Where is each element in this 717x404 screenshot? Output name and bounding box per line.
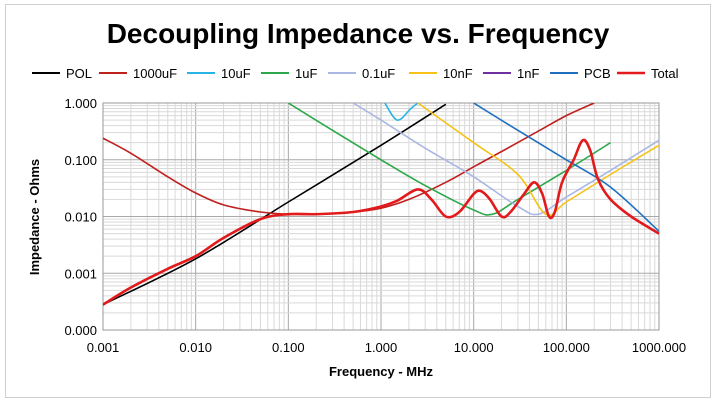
series-group (103, 103, 659, 306)
y-tick-label: 0.001 (64, 266, 97, 281)
legend-label-1000uf: 1000uF (133, 66, 177, 81)
x-tick-label: 1.000 (365, 340, 398, 355)
plot-area-border (102, 102, 660, 331)
x-tick-label: 0.100 (272, 340, 305, 355)
series-line-1uf (287, 103, 611, 216)
series-line-pol (103, 103, 447, 306)
impedance-chart: Decoupling Impedance vs. Frequency POL 10… (27, 18, 686, 379)
y-tick-label: 0.000 (64, 323, 97, 338)
legend-label-pcb: PCB (584, 66, 611, 81)
legend-label-pol: POL (66, 66, 92, 81)
x-axis-ticks: 0.001 0.010 0.100 1.000 10.000 100.000 1000.00… (87, 340, 686, 355)
x-tick-label: 1000.000 (632, 340, 686, 355)
series-line-total (103, 138, 659, 306)
chart-title: Decoupling Impedance vs. Frequency (107, 18, 610, 49)
y-axis-label: Impedance - Ohms (27, 159, 42, 275)
y-tick-label: 0.010 (64, 210, 97, 225)
legend-label-total: Total (651, 66, 679, 81)
x-tick-label: 0.010 (179, 340, 212, 355)
chart-frame: Decoupling Impedance vs. Frequency POL 10… (5, 4, 711, 398)
series-line-pcb (473, 103, 659, 232)
y-tick-label: 0.100 (64, 153, 97, 168)
legend-label-10nf: 10nF (443, 66, 473, 81)
y-axis-ticks: 0.000 0.001 0.010 0.100 1.000 (64, 96, 97, 338)
series-line-10nf (417, 103, 659, 217)
legend-label-1uf: 1uF (295, 66, 317, 81)
y-tick-label: 1.000 (64, 96, 97, 111)
x-tick-label: 100.000 (543, 340, 590, 355)
legend-label-0-1uf: 0.1uF (362, 66, 395, 81)
x-axis-label: Frequency - MHz (329, 364, 434, 379)
legend: POL 1000uF 10uF 1uF 0.1uF 10nF 1nF PCB Total (32, 66, 679, 81)
x-tick-label: 0.001 (87, 340, 120, 355)
legend-label-1nf: 1nF (517, 66, 539, 81)
legend-label-10uf: 10uF (221, 66, 251, 81)
x-tick-label: 10.000 (454, 340, 494, 355)
plot-grid (102, 103, 659, 331)
series-line-10uf (384, 103, 419, 121)
